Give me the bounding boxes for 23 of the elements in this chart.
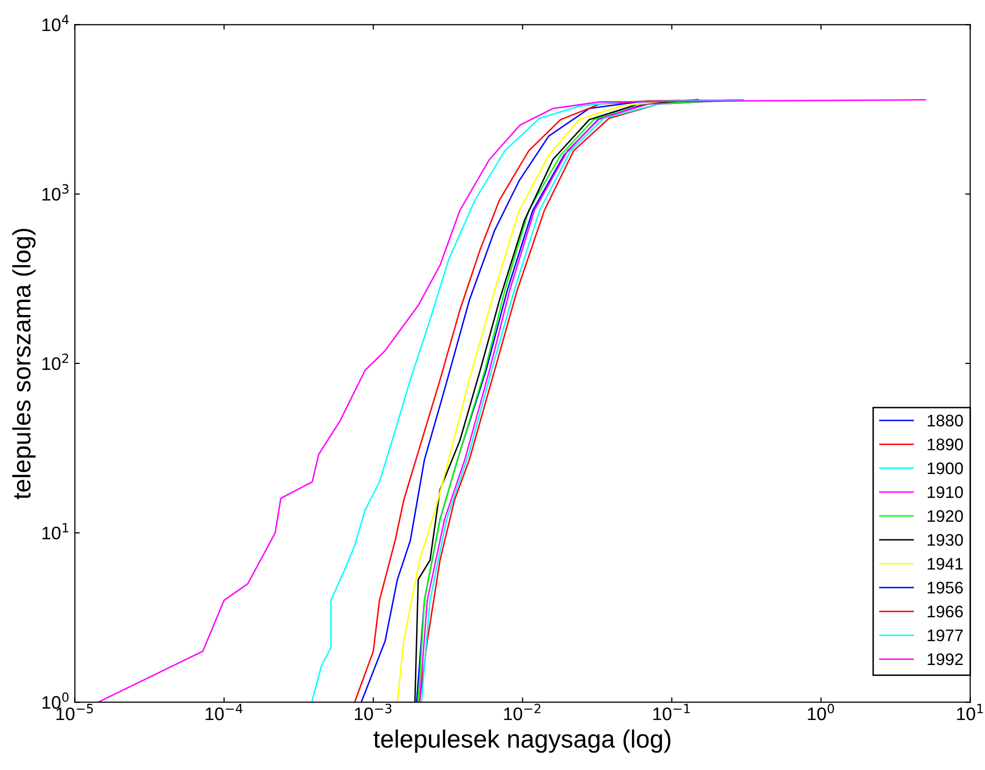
y-tick-label: 10$^{1}$ bbox=[42, 523, 68, 540]
x-tick-label: 10$^{1}$ bbox=[957, 704, 983, 720]
y-tick-label: 10$^{4}$ bbox=[42, 14, 69, 32]
legend-label: 1880 bbox=[928, 414, 963, 426]
legend-label: 1977 bbox=[928, 630, 963, 642]
legend-label: 1992 bbox=[928, 653, 963, 666]
legend-label: 1930 bbox=[928, 534, 963, 546]
x-axis-title: telepulesek nagysaga (log) bbox=[374, 729, 670, 753]
x-tick-label: 10$^{0}$ bbox=[808, 704, 834, 720]
y-axis-title: telepules sorszama (log) bbox=[12, 228, 36, 500]
legend-label: 1941 bbox=[928, 558, 963, 570]
x-tick-label: 10$^{−1}$ bbox=[653, 704, 690, 720]
legend-label: 1910 bbox=[928, 486, 963, 498]
x-tick-label: 10$^{−3}$ bbox=[354, 704, 392, 720]
x-tick-label: 10$^{−4}$ bbox=[206, 704, 242, 720]
legend-label: 1920 bbox=[928, 510, 963, 522]
legend-label: 1900 bbox=[928, 462, 963, 474]
legend-label: 1956 bbox=[928, 582, 963, 594]
legend-label: 1966 bbox=[928, 606, 963, 618]
y-tick-label: 10$^{3}$ bbox=[42, 184, 68, 201]
y-tick-label: 10$^{2}$ bbox=[42, 354, 68, 370]
legend-label: 1890 bbox=[928, 438, 963, 450]
x-tick-label: 10$^{−2}$ bbox=[504, 704, 540, 720]
